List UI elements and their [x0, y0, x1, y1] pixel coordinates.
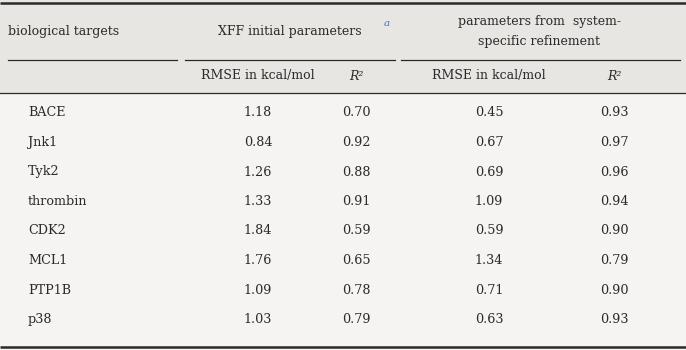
Text: 0.96: 0.96	[600, 166, 628, 178]
Text: 0.59: 0.59	[475, 224, 504, 238]
Text: specific refinement: specific refinement	[478, 35, 600, 49]
Text: 1.03: 1.03	[244, 313, 272, 326]
Text: 1.09: 1.09	[475, 195, 504, 208]
Text: 0.90: 0.90	[600, 224, 628, 238]
Text: CDK2: CDK2	[28, 224, 66, 238]
Text: BACE: BACE	[28, 106, 65, 119]
Text: 0.88: 0.88	[342, 166, 370, 178]
Text: 1.33: 1.33	[244, 195, 272, 208]
Text: 0.71: 0.71	[475, 284, 504, 296]
Text: 0.45: 0.45	[475, 106, 504, 119]
Text: Jnk1: Jnk1	[28, 136, 57, 149]
Text: a: a	[384, 20, 390, 28]
Text: 0.90: 0.90	[600, 284, 628, 296]
Bar	[0, 93, 686, 350]
Text: 1.84: 1.84	[244, 224, 272, 238]
Text: 0.93: 0.93	[600, 313, 628, 326]
Text: R²: R²	[607, 70, 622, 83]
Text: 1.18: 1.18	[244, 106, 272, 119]
Text: 1.09: 1.09	[244, 284, 272, 296]
Text: p38: p38	[28, 313, 53, 326]
Text: parameters from  system-: parameters from system-	[458, 15, 621, 28]
Text: 1.76: 1.76	[244, 254, 272, 267]
Text: 0.84: 0.84	[244, 136, 272, 149]
Text: 0.79: 0.79	[342, 313, 370, 326]
Text: RMSE in kcal/mol: RMSE in kcal/mol	[432, 70, 546, 83]
Text: Tyk2: Tyk2	[28, 166, 60, 178]
Text: PTP1B: PTP1B	[28, 284, 71, 296]
Text: 0.63: 0.63	[475, 313, 504, 326]
Text: 0.94: 0.94	[600, 195, 628, 208]
Text: RMSE in kcal/mol: RMSE in kcal/mol	[201, 70, 315, 83]
Text: 1.34: 1.34	[475, 254, 504, 267]
Text: 0.67: 0.67	[475, 136, 504, 149]
Text: 0.79: 0.79	[600, 254, 628, 267]
Text: 0.69: 0.69	[475, 166, 504, 178]
Text: MCL1: MCL1	[28, 254, 67, 267]
Text: R²: R²	[348, 70, 363, 83]
Text: 0.78: 0.78	[342, 284, 370, 296]
Text: 0.70: 0.70	[342, 106, 370, 119]
Text: 0.91: 0.91	[342, 195, 370, 208]
Text: XFF initial parameters: XFF initial parameters	[218, 26, 362, 38]
Text: 0.92: 0.92	[342, 136, 370, 149]
Text: biological targets: biological targets	[8, 26, 119, 38]
Text: 0.97: 0.97	[600, 136, 628, 149]
Text: 0.65: 0.65	[342, 254, 370, 267]
Text: 0.59: 0.59	[342, 224, 370, 238]
Text: 0.93: 0.93	[600, 106, 628, 119]
Text: 1.26: 1.26	[244, 166, 272, 178]
Text: thrombin: thrombin	[28, 195, 88, 208]
